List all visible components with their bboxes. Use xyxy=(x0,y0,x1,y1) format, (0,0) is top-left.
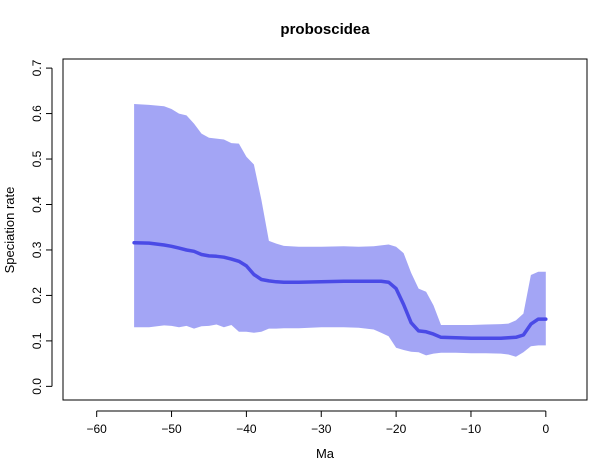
x-tick-label: 0 xyxy=(542,422,549,436)
axes: −60 −50 −40 −30 −20 −10 0 0.0 0.1 0.2 0.3 0.4 0.5 0.6… xyxy=(30,59,549,436)
x-tick-label: −20 xyxy=(386,422,407,436)
y-tick-label: 0.7 xyxy=(30,59,44,76)
plot-frame xyxy=(62,58,588,401)
y-tick-label: 0.6 xyxy=(30,105,44,122)
y-tick-label: 0.2 xyxy=(30,287,44,304)
x-tick-label: −30 xyxy=(311,422,332,436)
x-tick-label: −40 xyxy=(236,422,257,436)
chart-title: proboscidea xyxy=(280,21,370,38)
x-tick-label: −50 xyxy=(161,422,182,436)
x-axis-label: Ma xyxy=(316,446,335,461)
confidence-band xyxy=(134,104,546,357)
mean-rate-line xyxy=(132,240,548,340)
y-tick-label: 0.0 xyxy=(30,378,44,395)
y-tick-label: 0.4 xyxy=(30,196,44,213)
plot-area xyxy=(132,104,548,357)
y-axis-label: Speciation rate xyxy=(2,187,17,274)
y-tick-label: 0.1 xyxy=(30,332,44,349)
x-tick-label: −10 xyxy=(461,422,482,436)
y-tick-label: 0.3 xyxy=(30,241,44,258)
x-tick-label: −60 xyxy=(87,422,108,436)
y-tick-label: 0.5 xyxy=(30,150,44,167)
